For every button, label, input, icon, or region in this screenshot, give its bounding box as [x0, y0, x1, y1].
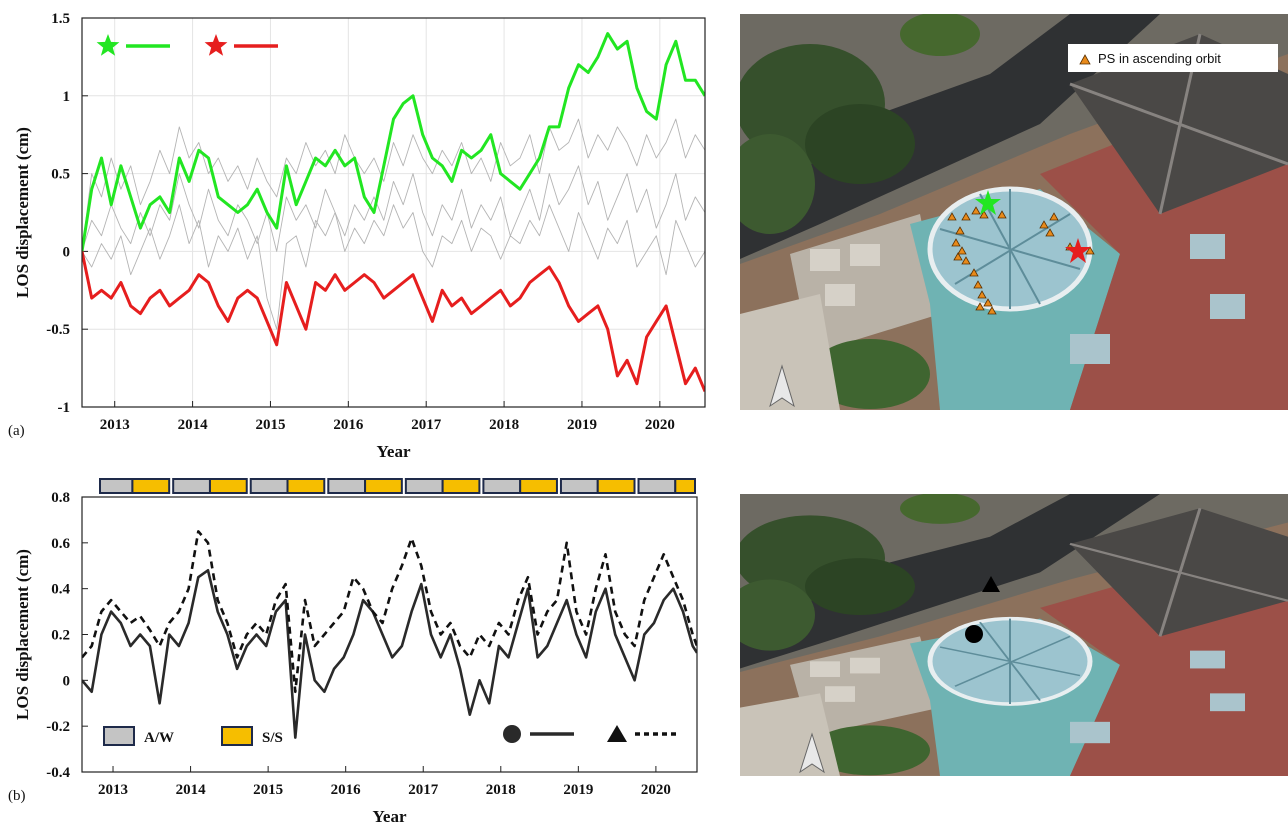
x-tick-label: 2020	[641, 782, 671, 798]
x-tick-label: 2020	[645, 417, 675, 433]
x-tick-label: 2018	[489, 417, 519, 433]
plot-background	[82, 497, 697, 772]
season-ss	[365, 479, 402, 493]
x-tick-label: 2016	[333, 417, 364, 433]
panel-label: (b)	[8, 788, 26, 804]
season-aw	[251, 479, 288, 493]
y-tick-label: 0	[63, 244, 71, 260]
y-tick-label: -0.4	[46, 765, 70, 781]
plot-area	[82, 18, 705, 407]
season-legend-label: S/S	[262, 730, 283, 746]
legend-symbol	[503, 725, 521, 743]
x-axis-label: Year	[373, 807, 407, 826]
x-tick-label: 2017	[408, 782, 439, 798]
y-tick-label: 0.5	[51, 167, 70, 183]
plot-area	[82, 497, 697, 772]
x-tick-label: 2019	[563, 782, 593, 798]
figure: PS in ascending orbit -1 -0.5 0 0.5 1 1.5 2013…	[0, 0, 1288, 831]
aerial-map	[725, 493, 1288, 776]
x-tick-label: 2016	[331, 782, 362, 798]
season-aw	[406, 479, 443, 493]
y-tick-label: -0.5	[46, 322, 70, 338]
season-aw	[639, 479, 676, 493]
season-ss	[520, 479, 557, 493]
season-legend-label: A/W	[144, 730, 174, 746]
x-tick-label: 2013	[98, 782, 128, 798]
y-tick-label: 0.8	[51, 490, 70, 506]
x-tick-label: 2019	[567, 417, 597, 433]
y-tick-label: 1.5	[51, 11, 70, 27]
x-axis-label: Year	[377, 442, 411, 461]
season-aw	[561, 479, 598, 493]
season-aw	[483, 479, 520, 493]
season-ss	[288, 479, 325, 493]
x-tick-label: 2017	[411, 417, 442, 433]
y-tick-label: 0.6	[51, 536, 70, 552]
season-aw	[173, 479, 210, 493]
x-tick-label: 2014	[178, 417, 209, 433]
season-ss	[675, 479, 695, 493]
season-ss	[598, 479, 635, 493]
y-tick-label: -1	[58, 400, 71, 416]
y-tick-label: 0.2	[51, 628, 70, 644]
aerial-map: PS in ascending orbit	[725, 12, 1288, 410]
season-aw	[328, 479, 365, 493]
x-tick-label: 2015	[255, 417, 285, 433]
season-ss	[210, 479, 247, 493]
panel-label: (a)	[8, 423, 25, 439]
y-tick-label: 0.4	[51, 582, 70, 598]
y-tick-label: 0	[63, 673, 71, 689]
x-tick-label: 2015	[253, 782, 283, 798]
season-aw	[100, 479, 132, 493]
map-legend-text: PS in ascending orbit	[1098, 51, 1221, 66]
circle-site	[965, 625, 983, 643]
y-tick-label: -0.2	[46, 719, 70, 735]
y-tick-label: 1	[63, 89, 71, 105]
map-image	[725, 493, 1288, 776]
y-axis-label: LOS displacement (cm)	[13, 127, 32, 298]
y-axis-label: LOS displacement (cm)	[13, 549, 32, 720]
x-tick-label: 2014	[176, 782, 207, 798]
x-tick-label: 2013	[100, 417, 130, 433]
season-ss	[132, 479, 169, 493]
season-legend-swatch	[222, 727, 252, 745]
season-legend-swatch	[104, 727, 134, 745]
x-tick-label: 2018	[486, 782, 516, 798]
season-ss	[443, 479, 480, 493]
page: {"chart_data": [ {"type": "line", "panel…	[0, 0, 1288, 831]
